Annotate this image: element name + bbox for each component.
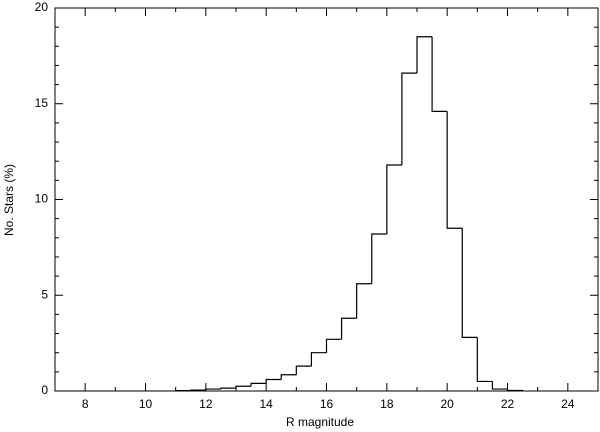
histogram-bin [416, 36, 433, 74]
x-tick-label: 14 [259, 397, 273, 411]
x-tick-label: 24 [561, 397, 575, 411]
plot-frame [54, 7, 599, 392]
histogram-bin [325, 338, 342, 353]
histogram-bin [446, 111, 463, 229]
histogram-bin [265, 378, 282, 384]
histogram-bin [506, 389, 524, 392]
y-tick-label: 10 [35, 192, 49, 206]
histogram-bin [190, 389, 206, 391]
x-tick-label: 22 [501, 397, 515, 411]
histogram-bin [356, 283, 372, 319]
y-tick-label: 0 [41, 383, 48, 397]
x-tick-label: 10 [139, 397, 153, 411]
x-tick-label: 18 [380, 397, 394, 411]
histogram-bin [280, 374, 297, 380]
x-tick-label: 20 [440, 397, 454, 411]
y-tick-label: 5 [41, 287, 48, 301]
histogram-bin [220, 387, 236, 390]
histogram-bin [401, 72, 417, 166]
x-tick-label: 12 [199, 397, 213, 411]
histogram-bin [340, 317, 357, 340]
y-tick-label: 15 [35, 96, 49, 110]
x-tick-label: 16 [320, 397, 334, 411]
histogram-bin [310, 352, 327, 367]
histogram-bin [461, 228, 478, 338]
histogram-bin [250, 382, 267, 387]
histogram-bin [235, 385, 252, 389]
x-axis-label: R magnitude [286, 415, 354, 429]
y-tick-label: 20 [35, 0, 49, 14]
x-tick-label: 8 [82, 397, 89, 411]
histogram-bin [491, 381, 508, 390]
histogram-bin [295, 365, 312, 375]
y-axis-label: No. Stars (%) [2, 164, 16, 236]
histogram-bin [371, 233, 387, 284]
histogram-bin [431, 36, 448, 113]
histogram-bin [205, 388, 221, 391]
histogram-bin [386, 164, 402, 234]
histogram-bin [476, 337, 493, 383]
